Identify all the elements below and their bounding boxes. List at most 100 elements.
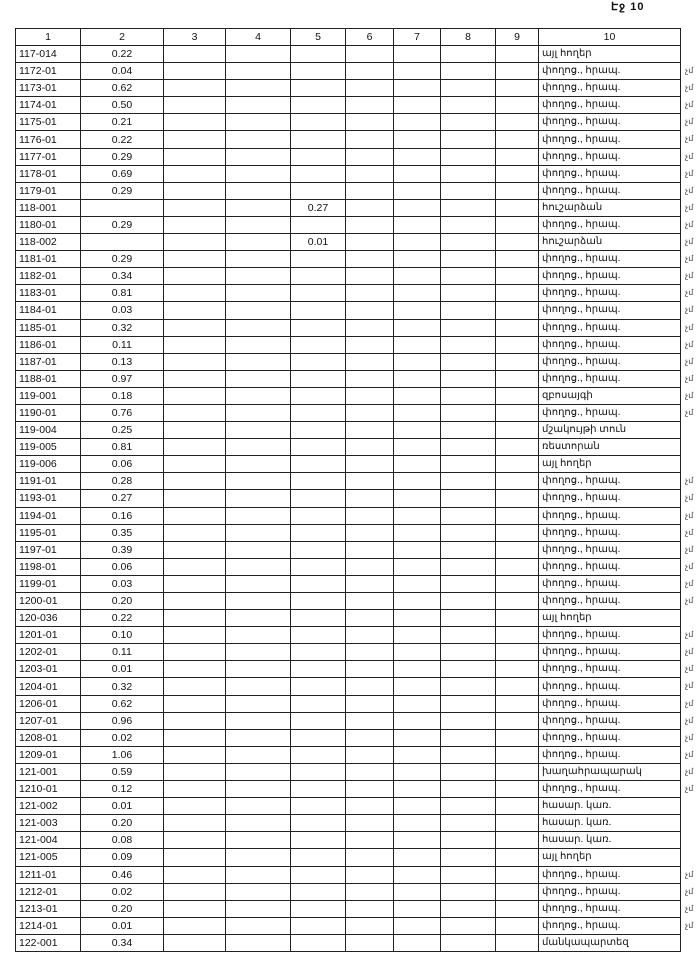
margin-mark: չմ <box>685 407 694 417</box>
table-row: 119-004 0.25 մշակույթի տուն <box>15 421 681 440</box>
empty-cell <box>495 369 539 388</box>
land-use: փողոց., հրապ. չմ <box>538 557 693 576</box>
empty-cell <box>495 164 539 183</box>
margin-mark: չմ <box>685 664 694 674</box>
empty-cell <box>440 438 496 457</box>
area-col2: 0.34 <box>80 267 164 286</box>
empty-cell <box>495 438 539 457</box>
area-col2: 0.13 <box>80 352 164 371</box>
land-use: փողոց., հրապ. չմ <box>538 403 693 423</box>
land-use-label: փողոց., հրապ. <box>542 184 621 196</box>
empty-cell <box>345 250 394 269</box>
empty-cell <box>163 403 226 423</box>
empty-cell <box>495 301 539 320</box>
table-row: 1179-01 0.29 փողոց., հրապ. չմ <box>15 181 693 200</box>
empty-cell <box>163 198 226 217</box>
parcel-code: 1214-01 <box>15 916 81 935</box>
margin-mark: չմ <box>685 390 694 400</box>
table-row: 1190-01 0.76 փողոց., հրապ. չմ <box>15 403 693 423</box>
empty-cell <box>393 540 441 559</box>
column-header-5: 5 <box>290 28 346 46</box>
table-row: 1175-01 0.21 փողոց., հրապ. չմ <box>15 113 693 132</box>
empty-cell <box>393 745 441 764</box>
empty-cell <box>163 181 226 200</box>
land-use-label: փողոց., հրապ. <box>542 697 621 709</box>
land-use: հասար. կառ. <box>538 831 681 850</box>
empty-cell <box>163 369 226 388</box>
area-col5 <box>290 438 346 457</box>
empty-cell <box>495 250 539 269</box>
area-col2: 0.29 <box>80 250 164 269</box>
area-col2: 0.28 <box>80 472 164 491</box>
empty-cell <box>163 762 226 782</box>
empty-cell <box>440 472 496 491</box>
page-number: Էջ 10 <box>611 1 645 13</box>
empty-cell <box>393 557 441 576</box>
empty-cell <box>163 797 226 816</box>
empty-cell <box>345 233 394 252</box>
area-col2 <box>80 198 164 217</box>
empty-cell <box>440 916 496 935</box>
empty-cell <box>345 728 394 747</box>
parcel-code: 119-004 <box>15 421 81 440</box>
empty-cell <box>495 557 539 576</box>
area-col5 <box>290 79 346 98</box>
land-use: հասար. կառ. <box>538 797 681 816</box>
area-col2: 0.20 <box>80 899 164 918</box>
empty-cell <box>495 831 539 850</box>
margin-mark: չմ <box>685 766 694 776</box>
empty-cell <box>225 626 291 645</box>
empty-cell <box>163 831 226 850</box>
land-use: փողոց., հրապ. չմ <box>538 472 693 491</box>
empty-cell <box>393 250 441 269</box>
empty-cell <box>345 181 394 200</box>
parcel-code: 1208-01 <box>15 728 81 747</box>
parcel-code: 1198-01 <box>15 557 81 576</box>
table-row: 117-014 0.22 այլ հողեր <box>15 44 681 64</box>
empty-cell <box>225 762 291 782</box>
land-use-label: փողոց., հրապ. <box>542 99 621 111</box>
empty-cell <box>225 352 291 371</box>
land-use: մշակույթի տուն <box>538 421 681 440</box>
empty-cell <box>393 335 441 354</box>
empty-cell <box>225 233 291 252</box>
empty-cell <box>393 215 441 235</box>
table-row: 1208-01 0.02 փողոց., հրապ. չմ <box>15 728 693 747</box>
empty-cell <box>163 44 226 64</box>
land-use-label: այլ հողեր <box>542 48 592 60</box>
column-header-9: 9 <box>495 28 539 46</box>
land-use: այլ հողեր <box>538 609 681 628</box>
area-col2: 0.35 <box>80 523 164 542</box>
empty-cell <box>163 916 226 935</box>
empty-cell <box>393 797 441 816</box>
empty-cell <box>495 745 539 764</box>
table-row: 121-003 0.20 հասար. կառ. <box>15 814 681 833</box>
area-col5 <box>290 814 346 833</box>
empty-cell <box>345 711 394 730</box>
margin-mark: չմ <box>685 510 694 520</box>
margin-mark: չմ <box>685 202 694 212</box>
empty-cell <box>345 472 394 491</box>
empty-cell <box>495 916 539 935</box>
area-col2: 0.22 <box>80 44 164 64</box>
land-use-label: այլ հողեր <box>542 458 592 470</box>
area-col2: 0.59 <box>80 762 164 782</box>
land-use: փողոց., հրապ. չմ <box>538 591 693 611</box>
empty-cell <box>440 403 496 423</box>
table-row: 120-036 0.22 այլ հողեր <box>15 609 681 628</box>
empty-cell <box>163 506 226 525</box>
empty-cell <box>393 523 441 542</box>
empty-cell <box>495 626 539 645</box>
land-use: փողոց., հրապ. չմ <box>538 677 693 696</box>
area-col2: 0.32 <box>80 677 164 696</box>
empty-cell <box>393 762 441 782</box>
parcel-code: 1175-01 <box>15 113 81 132</box>
empty-cell <box>393 865 441 884</box>
empty-cell <box>495 284 539 303</box>
column-header-4: 4 <box>225 28 291 46</box>
empty-cell <box>393 233 441 252</box>
empty-cell <box>495 198 539 217</box>
area-col2: 0.02 <box>80 728 164 747</box>
empty-cell <box>345 916 394 935</box>
land-use-label: զբոսայգի <box>542 389 593 401</box>
